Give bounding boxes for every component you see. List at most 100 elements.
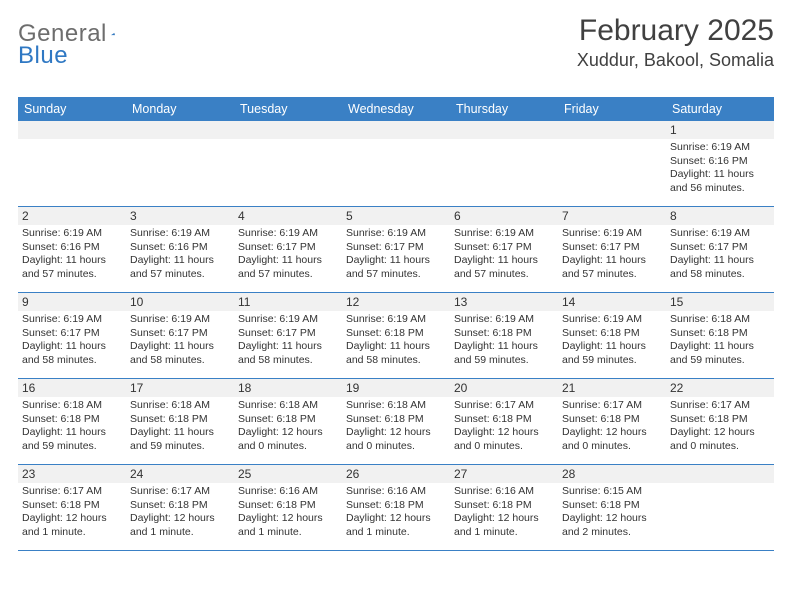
day-number: 1 <box>666 121 774 139</box>
day-cell <box>18 121 126 206</box>
day-number: 17 <box>126 379 234 397</box>
sunrise-text: Sunrise: 6:19 AM <box>22 227 122 241</box>
day-cell: 18Sunrise: 6:18 AMSunset: 6:18 PMDayligh… <box>234 379 342 464</box>
daylight-text: Daylight: 12 hours and 1 minute. <box>346 512 446 539</box>
day-number <box>666 465 774 483</box>
weekday-row: Sunday Monday Tuesday Wednesday Thursday… <box>18 97 774 121</box>
day-cell: 6Sunrise: 6:19 AMSunset: 6:17 PMDaylight… <box>450 207 558 292</box>
day-cell: 7Sunrise: 6:19 AMSunset: 6:17 PMDaylight… <box>558 207 666 292</box>
daylight-text: Daylight: 12 hours and 1 minute. <box>130 512 230 539</box>
sunset-text: Sunset: 6:18 PM <box>454 327 554 341</box>
weekday-thu: Thursday <box>450 97 558 121</box>
day-number <box>18 121 126 139</box>
day-number: 15 <box>666 293 774 311</box>
day-number: 20 <box>450 379 558 397</box>
sunset-text: Sunset: 6:18 PM <box>346 499 446 513</box>
sunrise-text: Sunrise: 6:17 AM <box>22 485 122 499</box>
daylight-text: Daylight: 12 hours and 0 minutes. <box>562 426 662 453</box>
daylight-text: Daylight: 11 hours and 59 minutes. <box>562 340 662 367</box>
day-number: 9 <box>18 293 126 311</box>
sunset-text: Sunset: 6:18 PM <box>670 327 770 341</box>
sunset-text: Sunset: 6:18 PM <box>238 413 338 427</box>
sunset-text: Sunset: 6:18 PM <box>130 499 230 513</box>
logo-triangle-icon <box>111 25 115 43</box>
day-number: 8 <box>666 207 774 225</box>
day-number: 25 <box>234 465 342 483</box>
sunset-text: Sunset: 6:18 PM <box>454 413 554 427</box>
sunrise-text: Sunrise: 6:18 AM <box>22 399 122 413</box>
day-number: 2 <box>18 207 126 225</box>
daylight-text: Daylight: 11 hours and 58 minutes. <box>238 340 338 367</box>
day-cell: 15 Sunrise: 6:18 AMSunset: 6:18 PMDayligh… <box>666 293 774 378</box>
daylight-text: Daylight: 11 hours and 57 minutes. <box>22 254 122 281</box>
daylight-text: Daylight: 11 hours and 57 minutes. <box>562 254 662 281</box>
daylight-text: Daylight: 12 hours and 0 minutes. <box>346 426 446 453</box>
day-cell: 22Sunrise: 6:17 AMSunset: 6:18 PMDayligh… <box>666 379 774 464</box>
sunrise-text: Sunrise: 6:16 AM <box>346 485 446 499</box>
day-number: 18 <box>234 379 342 397</box>
day-number: 21 <box>558 379 666 397</box>
day-cell: 16Sunrise: 6:18 AMSunset: 6:18 PMDayligh… <box>18 379 126 464</box>
sunrise-text: Sunrise: 6:18 AM <box>346 399 446 413</box>
sunset-text: Sunset: 6:18 PM <box>562 413 662 427</box>
daylight-text: Daylight: 11 hours and 59 minutes. <box>670 340 770 367</box>
sunrise-text: Sunrise: 6:15 AM <box>562 485 662 499</box>
sunset-text: Sunset: 6:18 PM <box>346 327 446 341</box>
sunset-text: Sunset: 6:18 PM <box>562 327 662 341</box>
day-number: 19 <box>342 379 450 397</box>
daylight-text: Daylight: 12 hours and 1 minute. <box>22 512 122 539</box>
sunrise-text: Sunrise: 6:19 AM <box>670 141 770 155</box>
week-row: 9Sunrise: 6:19 AMSunset: 6:17 PMDaylight… <box>18 293 774 379</box>
day-cell: 21Sunrise: 6:17 AMSunset: 6:18 PMDayligh… <box>558 379 666 464</box>
daylight-text: Daylight: 12 hours and 1 minute. <box>238 512 338 539</box>
weekday-sun: Sunday <box>18 97 126 121</box>
sunrise-text: Sunrise: 6:19 AM <box>22 313 122 327</box>
day-number: 22 <box>666 379 774 397</box>
week-row: 16Sunrise: 6:18 AMSunset: 6:18 PMDayligh… <box>18 379 774 465</box>
weekday-fri: Friday <box>558 97 666 121</box>
sunset-text: Sunset: 6:17 PM <box>670 241 770 255</box>
weekday-mon: Monday <box>126 97 234 121</box>
sunset-text: Sunset: 6:18 PM <box>22 413 122 427</box>
daylight-text: Daylight: 11 hours and 56 minutes. <box>670 168 770 195</box>
daylight-text: Daylight: 11 hours and 58 minutes. <box>670 254 770 281</box>
day-cell: 1Sunrise: 6:19 AMSunset: 6:16 PMDaylight… <box>666 121 774 206</box>
day-cell: 28Sunrise: 6:15 AMSunset: 6:18 PMDayligh… <box>558 465 666 550</box>
sunrise-text: Sunrise: 6:18 AM <box>238 399 338 413</box>
day-number <box>450 121 558 139</box>
week-row: 1Sunrise: 6:19 AMSunset: 6:16 PMDaylight… <box>18 121 774 207</box>
sunrise-text: Sunrise: 6:19 AM <box>238 227 338 241</box>
sunrise-text: Sunrise: 6:16 AM <box>238 485 338 499</box>
day-cell: 5Sunrise: 6:19 AMSunset: 6:17 PMDaylight… <box>342 207 450 292</box>
day-cell <box>234 121 342 206</box>
weeks-container: 1Sunrise: 6:19 AMSunset: 6:16 PMDaylight… <box>18 121 774 551</box>
location: Xuddur, Bakool, Somalia <box>577 50 774 71</box>
day-cell: 25Sunrise: 6:16 AMSunset: 6:18 PMDayligh… <box>234 465 342 550</box>
day-number: 26 <box>342 465 450 483</box>
daylight-text: Daylight: 11 hours and 58 minutes. <box>346 340 446 367</box>
day-number: 4 <box>234 207 342 225</box>
day-number: 24 <box>126 465 234 483</box>
day-cell: 20Sunrise: 6:17 AMSunset: 6:18 PMDayligh… <box>450 379 558 464</box>
daylight-text: Daylight: 11 hours and 58 minutes. <box>130 340 230 367</box>
sunrise-text: Sunrise: 6:19 AM <box>130 313 230 327</box>
sunset-text: Sunset: 6:18 PM <box>562 499 662 513</box>
sunset-text: Sunset: 6:18 PM <box>454 499 554 513</box>
day-number: 14 <box>558 293 666 311</box>
daylight-text: Daylight: 11 hours and 57 minutes. <box>238 254 338 281</box>
day-number: 7 <box>558 207 666 225</box>
sunrise-text: Sunrise: 6:18 AM <box>670 313 770 327</box>
day-cell: 11Sunrise: 6:19 AMSunset: 6:17 PMDayligh… <box>234 293 342 378</box>
sunset-text: Sunset: 6:17 PM <box>562 241 662 255</box>
day-number <box>126 121 234 139</box>
week-row: 2Sunrise: 6:19 AMSunset: 6:16 PMDaylight… <box>18 207 774 293</box>
sunrise-text: Sunrise: 6:19 AM <box>238 313 338 327</box>
sunrise-text: Sunrise: 6:19 AM <box>346 313 446 327</box>
sunrise-text: Sunrise: 6:19 AM <box>670 227 770 241</box>
sunrise-text: Sunrise: 6:18 AM <box>130 399 230 413</box>
month-title: February 2025 <box>577 14 774 48</box>
sunset-text: Sunset: 6:18 PM <box>130 413 230 427</box>
day-cell: 12 Sunrise: 6:19 AMSunset: 6:18 PMDayligh… <box>342 293 450 378</box>
day-number: 12 <box>342 293 450 311</box>
sunset-text: Sunset: 6:16 PM <box>22 241 122 255</box>
